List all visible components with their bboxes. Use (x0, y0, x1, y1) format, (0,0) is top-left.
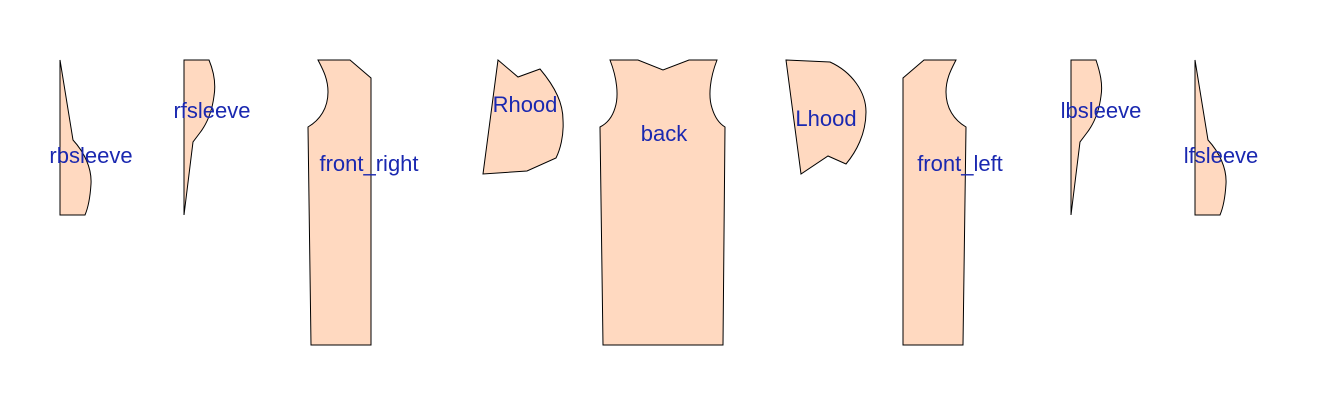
piece-front-right[interactable]: front_right (307, 59, 419, 346)
piece-lhood[interactable]: Lhood (785, 59, 867, 175)
piece-rhood[interactable]: Rhood (482, 59, 564, 175)
piece-lhood-label: Lhood (795, 106, 856, 131)
piece-lfsleeve-shape[interactable] (1194, 59, 1227, 216)
piece-rfsleeve-shape[interactable] (183, 59, 216, 216)
piece-lhood-shape[interactable] (785, 59, 867, 175)
piece-rhood-shape[interactable] (482, 59, 564, 175)
piece-back-shape[interactable] (599, 59, 726, 346)
piece-front-right-label: front_right (319, 151, 418, 176)
piece-rfsleeve[interactable]: rfsleeve (173, 59, 251, 216)
piece-front-left[interactable]: front_left (902, 59, 1003, 346)
piece-front-right-shape[interactable] (307, 59, 372, 346)
piece-back-label: back (641, 121, 688, 146)
piece-lfsleeve[interactable]: lfsleeve (1184, 59, 1259, 216)
piece-front-left-label: front_left (917, 151, 1003, 176)
piece-lfsleeve-label: lfsleeve (1184, 143, 1259, 168)
piece-rbsleeve-shape[interactable] (59, 59, 92, 216)
piece-lbsleeve[interactable]: lbsleeve (1061, 59, 1142, 216)
piece-front-left-shape[interactable] (902, 59, 967, 346)
piece-rhood-label: Rhood (493, 92, 558, 117)
piece-rbsleeve-label: rbsleeve (49, 143, 132, 168)
piece-lbsleeve-label: lbsleeve (1061, 98, 1142, 123)
piece-rfsleeve-label: rfsleeve (173, 98, 250, 123)
piece-rbsleeve[interactable]: rbsleeve (49, 59, 133, 216)
piece-back[interactable]: back (599, 59, 726, 346)
piece-lbsleeve-shape[interactable] (1070, 59, 1103, 216)
